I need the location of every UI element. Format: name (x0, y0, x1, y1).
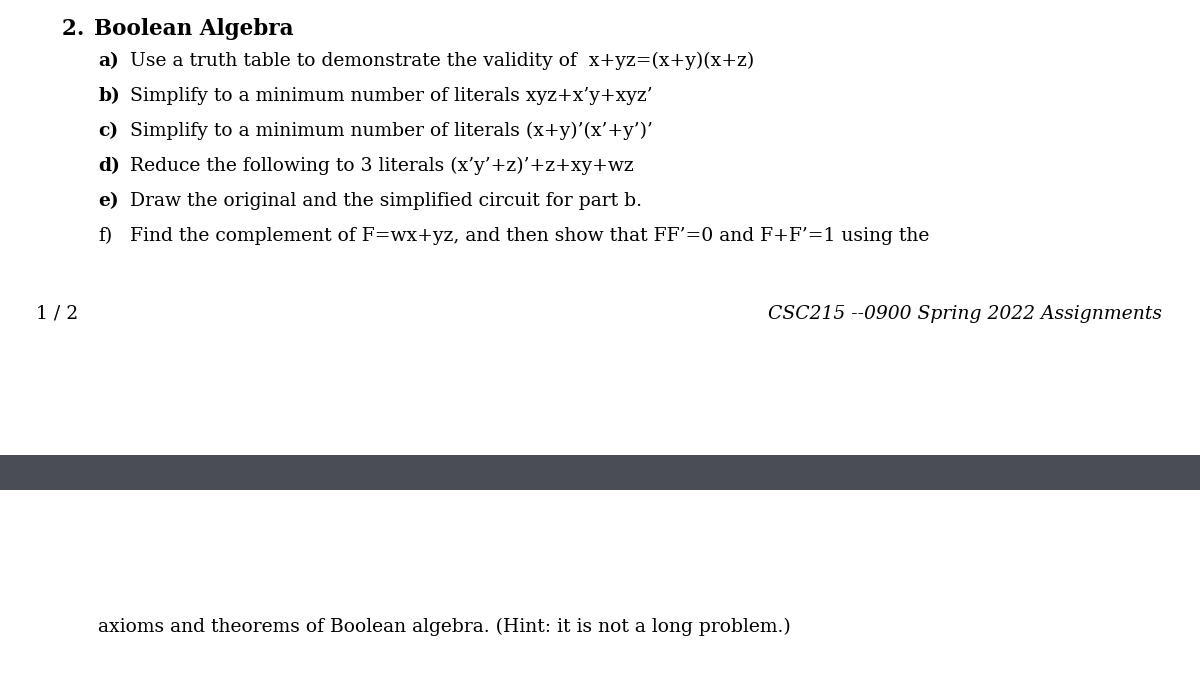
Text: f): f) (98, 227, 113, 245)
Text: Boolean Algebra: Boolean Algebra (94, 18, 293, 40)
Text: 1 / 2: 1 / 2 (36, 305, 78, 323)
Text: a): a) (98, 52, 119, 70)
Text: axioms and theorems of Boolean algebra. (Hint: it is not a long problem.): axioms and theorems of Boolean algebra. … (98, 618, 791, 636)
Text: Draw the original and the simplified circuit for part b.: Draw the original and the simplified cir… (130, 192, 642, 210)
Text: Simplify to a minimum number of literals (x+y)’(x’+y’)’: Simplify to a minimum number of literals… (130, 122, 653, 140)
Text: Simplify to a minimum number of literals xyz+x’y+xyz’: Simplify to a minimum number of literals… (130, 87, 653, 105)
Text: c): c) (98, 122, 119, 140)
Text: d): d) (98, 157, 120, 175)
Text: e): e) (98, 192, 119, 210)
Bar (0, 455, 1200, 490)
Text: b): b) (98, 87, 120, 105)
Text: Reduce the following to 3 literals (x’y’+z)’+z+xy+wz: Reduce the following to 3 literals (x’y’… (130, 157, 634, 175)
Text: 2.: 2. (62, 18, 100, 40)
Text: CSC215 --0900 Spring 2022 Assignments: CSC215 --0900 Spring 2022 Assignments (768, 305, 1162, 323)
Text: Find the complement of F=wx+yz, and then show that FF’=0 and F+F’=1 using the: Find the complement of F=wx+yz, and then… (130, 227, 929, 245)
Text: Use a truth table to demonstrate the validity of  x+yz=(x+y)(x+z): Use a truth table to demonstrate the val… (130, 52, 754, 70)
